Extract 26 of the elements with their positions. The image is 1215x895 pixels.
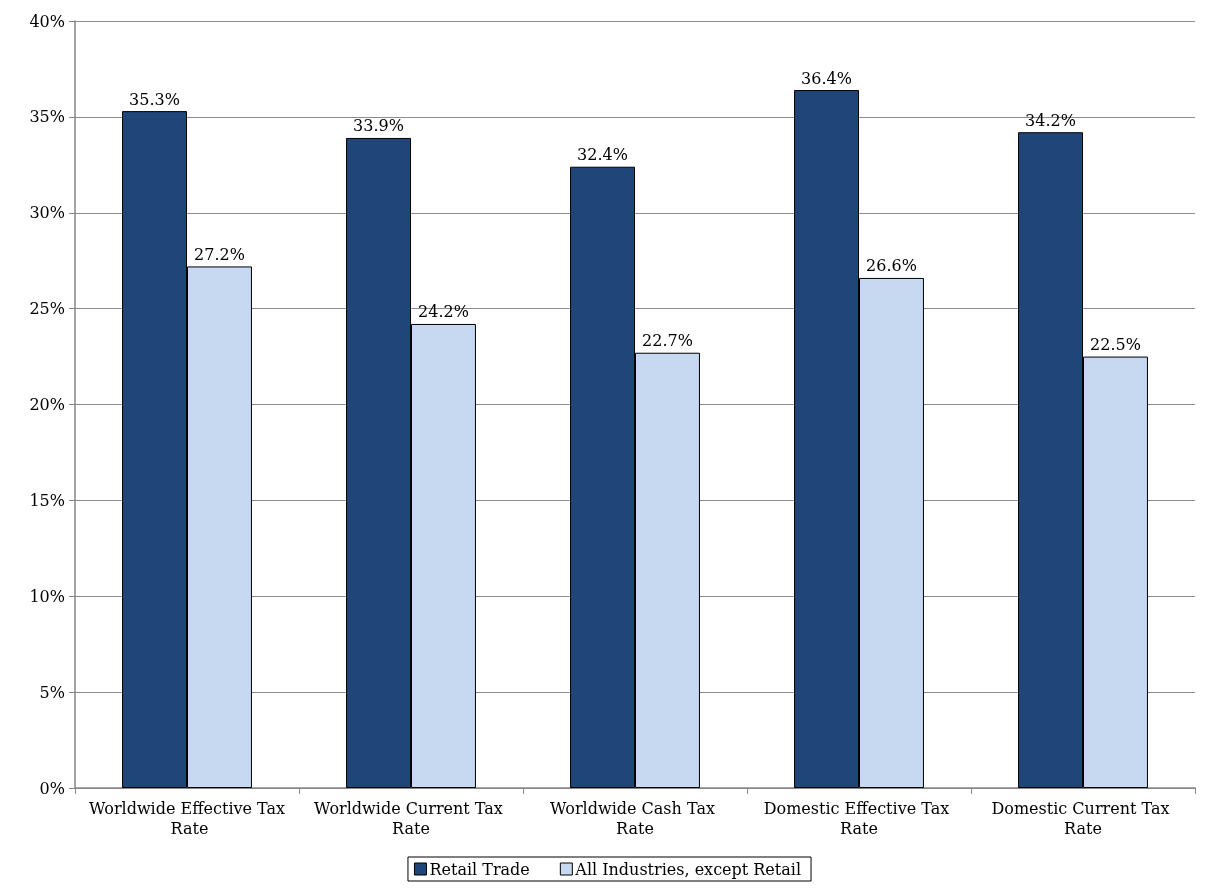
data-label: 35.3% xyxy=(129,89,180,109)
y-tick-label: 25% xyxy=(29,299,65,319)
x-tick-label: Worldwide Current Tax Rate xyxy=(314,798,508,838)
y-tick-label: 30% xyxy=(29,203,65,223)
y-tick-label: 35% xyxy=(29,107,65,127)
legend-label: All Industries, except Retail xyxy=(574,859,802,879)
y-tick-label: 15% xyxy=(29,490,65,510)
data-label: 24.2% xyxy=(418,302,469,322)
x-tick-label: Worldwide Cash Tax Rate xyxy=(549,798,721,838)
x-tick-label: Domestic Effective Tax Rate xyxy=(763,798,955,838)
data-label: 32.4% xyxy=(577,145,628,165)
legend-label: Retail Trade xyxy=(429,859,530,879)
y-tick-label: 20% xyxy=(29,395,65,414)
data-label: 22.7% xyxy=(642,331,693,351)
y-tick-label: 10% xyxy=(29,586,65,606)
data-label: 27.2% xyxy=(194,244,245,264)
data-label: 26.6% xyxy=(866,256,917,276)
y-tick-label: 5% xyxy=(39,682,65,702)
y-tick-label: 0% xyxy=(39,778,65,798)
data-label: 34.2% xyxy=(1025,110,1076,130)
x-tick-label: Worldwide Effective Tax Rate xyxy=(88,798,286,838)
data-label: 36.4% xyxy=(801,68,852,88)
x-tick-label: Domestic Current Tax Rate xyxy=(991,798,1175,838)
data-label: 33.9% xyxy=(353,116,404,136)
data-label: 22.5% xyxy=(1090,335,1141,355)
y-tick-label: 40% xyxy=(29,11,65,31)
